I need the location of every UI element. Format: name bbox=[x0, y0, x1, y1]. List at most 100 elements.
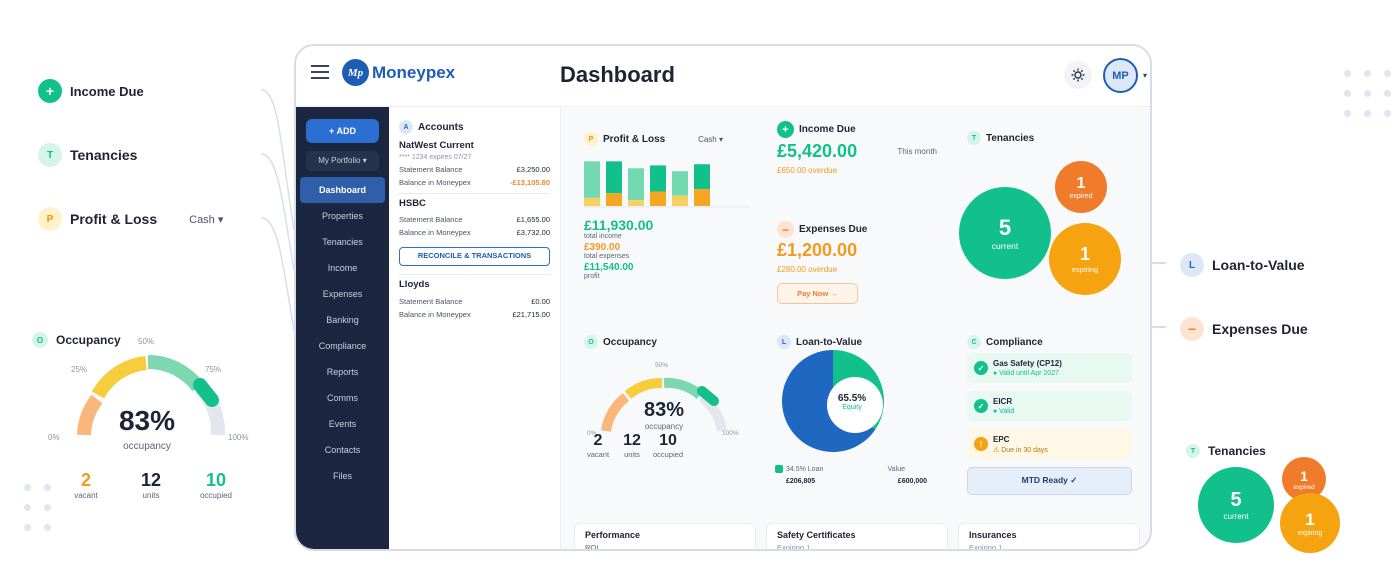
profit-loss-text: Profit & Loss bbox=[70, 211, 158, 227]
expenses-amount: £1,200.00 bbox=[777, 240, 858, 260]
nav-dashboard[interactable]: Dashboard bbox=[300, 177, 385, 203]
expiring-bubble[interactable]: 1 expiring bbox=[1049, 223, 1121, 295]
compliance-card: C Compliance ✓ Gas Safety (CP12) ● Valid … bbox=[967, 335, 1132, 495]
portfolio-select[interactable]: My Portfolio ▾ bbox=[306, 151, 379, 171]
mtd-ready-button[interactable]: MTD Ready ✓ bbox=[967, 467, 1132, 495]
nav-contacts[interactable]: Contacts bbox=[324, 445, 361, 455]
insurances-card[interactable]: Insurances Expiring 1 bbox=[958, 523, 1140, 549]
gauge-segment bbox=[601, 393, 630, 432]
connector-line-ltv bbox=[1152, 262, 1166, 264]
statement-balance: Statement Balance £1,655.00 bbox=[399, 215, 550, 224]
accounts-title: A Accounts bbox=[399, 120, 550, 134]
ltv-center: 65.5% Equity bbox=[837, 393, 867, 411]
top-bar: Mp Moneypex Dashboard MP ▾ bbox=[296, 46, 1150, 107]
page-title: Dashboard bbox=[560, 62, 675, 87]
accounts-icon: A bbox=[399, 120, 413, 134]
income-amount: £5,420.00 bbox=[777, 141, 858, 161]
stat-units: 12 units bbox=[623, 432, 641, 459]
tenancies-label[interactable]: T Tenancies bbox=[38, 143, 137, 167]
occupancy-label: O Occupancy bbox=[32, 332, 121, 348]
nav-expenses[interactable]: Expenses bbox=[322, 289, 363, 299]
logo-icon: Mp bbox=[342, 59, 369, 86]
check-icon: ✓ bbox=[974, 361, 988, 375]
current-bubble: 5 current bbox=[1198, 467, 1274, 543]
stat-units: 12 units bbox=[140, 470, 162, 500]
tick-label: 50% bbox=[655, 362, 668, 369]
tick-label: 0% bbox=[48, 433, 60, 442]
tenancies-icon: T bbox=[1186, 444, 1200, 458]
user-avatar[interactable]: MP bbox=[1103, 58, 1138, 93]
expense-bar bbox=[606, 193, 622, 206]
account-name[interactable]: Lloyds bbox=[399, 279, 430, 290]
expense-bar bbox=[694, 189, 710, 206]
plus-icon: + bbox=[38, 79, 62, 103]
compliance-icon: C bbox=[967, 335, 981, 349]
expense-bar bbox=[584, 197, 600, 206]
nav-properties[interactable]: Properties bbox=[321, 211, 364, 221]
expired-bubble[interactable]: 1 expired bbox=[1055, 161, 1107, 213]
legend-swatch bbox=[775, 465, 783, 473]
minus-icon: − bbox=[1180, 317, 1204, 341]
profit-loss-icon: P bbox=[584, 132, 598, 146]
nav-banking[interactable]: Banking bbox=[326, 315, 359, 325]
profit-loss-label[interactable]: P Profit & Loss Cash ▾ bbox=[38, 207, 223, 231]
nav-income[interactable]: Income bbox=[327, 263, 358, 273]
pie-center bbox=[827, 377, 883, 433]
dashboard-main: P Profit & Loss Cash ▾ £11,930.00 total … bbox=[561, 107, 1150, 549]
income-due-label[interactable]: + Income Due bbox=[38, 79, 144, 103]
compliance-item[interactable]: ✓ Gas Safety (CP12) ● Valid until Apr 202… bbox=[967, 353, 1132, 383]
occupancy-percent: 83% bbox=[643, 399, 685, 421]
connector-lines-left bbox=[260, 89, 295, 331]
hamburger-icon[interactable] bbox=[311, 65, 329, 79]
tenancies-card: T Tenancies 5 current 1 expired 1 expiri… bbox=[959, 131, 1142, 301]
performance-card[interactable]: Performance ROI bbox=[574, 523, 756, 549]
compliance-item[interactable]: ✓ EICR ● Valid bbox=[967, 391, 1132, 421]
total-expenses: £390.00 bbox=[584, 242, 621, 253]
nav-tenancies[interactable]: Tenancies bbox=[322, 237, 363, 247]
ltv-label[interactable]: L Loan-to-Value bbox=[1180, 253, 1305, 277]
safety-certificates-card[interactable]: Safety Certificates Expiring 1 bbox=[766, 523, 948, 549]
connector-line-expenses bbox=[1152, 326, 1166, 328]
tick-label: 75% bbox=[205, 365, 221, 374]
account-name[interactable]: HSBC bbox=[399, 198, 426, 209]
settings-gear-icon[interactable] bbox=[1064, 61, 1092, 89]
cash-select[interactable]: Cash ▾ bbox=[698, 134, 723, 144]
expense-bar bbox=[672, 195, 688, 206]
accounts-panel: A Accounts NatWest Current **** 1234 exp… bbox=[389, 107, 561, 549]
gauge-segment bbox=[663, 377, 704, 399]
occupancy-stats: 2 vacant 12 units 10 occupied bbox=[584, 432, 684, 459]
occupancy-sub: occupancy bbox=[123, 441, 171, 452]
compliance-item[interactable]: ! EPC ⚠ Due in 30 days bbox=[967, 429, 1132, 459]
nav-compliance[interactable]: Compliance bbox=[318, 341, 367, 351]
profit-value: £11,540.00 bbox=[584, 262, 634, 273]
sidebar: + ADD My Portfolio ▾ Dashboard Propertie… bbox=[296, 107, 389, 549]
nav-comms[interactable]: Comms bbox=[327, 393, 358, 403]
reconcile-button[interactable]: RECONCILE & TRANSACTIONS bbox=[399, 247, 550, 266]
stat-vacant: 2 vacant bbox=[74, 470, 98, 500]
tick-label: 25% bbox=[71, 365, 87, 374]
add-button[interactable]: + ADD bbox=[306, 119, 379, 143]
current-bubble[interactable]: 5 current bbox=[959, 187, 1051, 279]
warning-icon: ! bbox=[974, 437, 988, 451]
tick-label: 50% bbox=[138, 337, 154, 346]
pay-now-button[interactable]: Pay Now → bbox=[777, 283, 858, 304]
tenancies-icon: T bbox=[38, 143, 62, 167]
expense-bar bbox=[650, 191, 666, 206]
logo[interactable]: Mp Moneypex bbox=[342, 59, 455, 86]
nav-events[interactable]: Events bbox=[328, 419, 357, 429]
nav-reports[interactable]: Reports bbox=[326, 367, 359, 377]
app-window: Mp Moneypex Dashboard MP ▾ + ADD My Port… bbox=[294, 44, 1152, 551]
income-bar bbox=[584, 161, 600, 198]
gauge-segment bbox=[193, 378, 219, 407]
nav-files[interactable]: Files bbox=[332, 471, 352, 481]
chevron-down-icon[interactable]: ▾ bbox=[1143, 71, 1148, 80]
expenses-due-label[interactable]: − Expenses Due bbox=[1180, 317, 1308, 341]
stat-vacant: 2 vacant bbox=[586, 432, 610, 459]
gauge-segment bbox=[147, 354, 204, 392]
account-name[interactable]: NatWest Current bbox=[399, 140, 474, 151]
expense-bar bbox=[628, 200, 644, 206]
expiring-bubble: 1 expiring bbox=[1280, 493, 1340, 553]
cash-select[interactable]: Cash ▾ bbox=[189, 213, 224, 226]
occupancy-gauge-left: 0% 25% 50% 75% 100% bbox=[48, 337, 248, 442]
